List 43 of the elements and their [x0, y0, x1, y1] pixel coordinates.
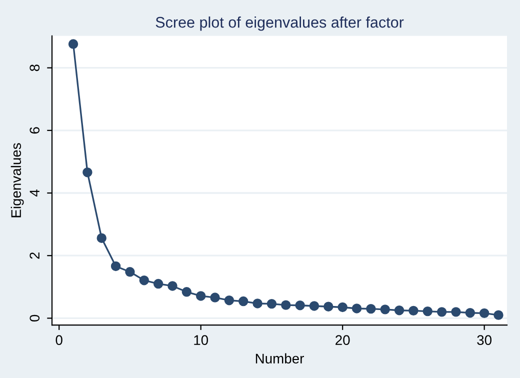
point — [352, 304, 362, 314]
point — [422, 306, 432, 316]
point — [224, 295, 234, 306]
point — [210, 292, 220, 302]
point — [252, 298, 262, 308]
point — [281, 300, 291, 310]
point — [68, 39, 78, 49]
point — [110, 261, 121, 272]
y-tick-label: 2 — [30, 252, 40, 259]
point — [182, 287, 192, 297]
point — [436, 307, 447, 317]
point — [309, 301, 320, 311]
point — [338, 302, 348, 312]
point — [394, 306, 404, 316]
x-tick-label: 20 — [336, 335, 350, 346]
point — [295, 300, 305, 310]
y-tick-label: 8 — [30, 64, 40, 72]
point — [451, 307, 461, 317]
point — [96, 233, 106, 243]
x-tick-label: 10 — [194, 335, 208, 346]
point — [465, 308, 476, 318]
point — [153, 278, 164, 289]
point — [82, 167, 92, 178]
point — [125, 267, 135, 277]
point — [380, 304, 390, 314]
x-tick-label: 0 — [56, 335, 62, 346]
point — [139, 275, 149, 286]
x-tick-label: 30 — [477, 335, 492, 346]
point — [494, 310, 504, 320]
point — [266, 298, 277, 309]
point — [408, 306, 418, 316]
y-tick-label: 4 — [30, 190, 40, 197]
chart-title: Scree plot of eigenvalues after factor — [156, 16, 404, 31]
point — [196, 291, 206, 301]
x-axis-title: Number — [256, 353, 304, 364]
point — [168, 281, 178, 291]
point — [479, 308, 490, 318]
y-tick-label: 6 — [30, 127, 40, 134]
point — [238, 296, 248, 306]
y-axis-title: Eigenvalues — [10, 143, 24, 218]
point — [324, 302, 334, 312]
point — [366, 304, 376, 314]
y-tick-label: 0 — [30, 314, 40, 322]
